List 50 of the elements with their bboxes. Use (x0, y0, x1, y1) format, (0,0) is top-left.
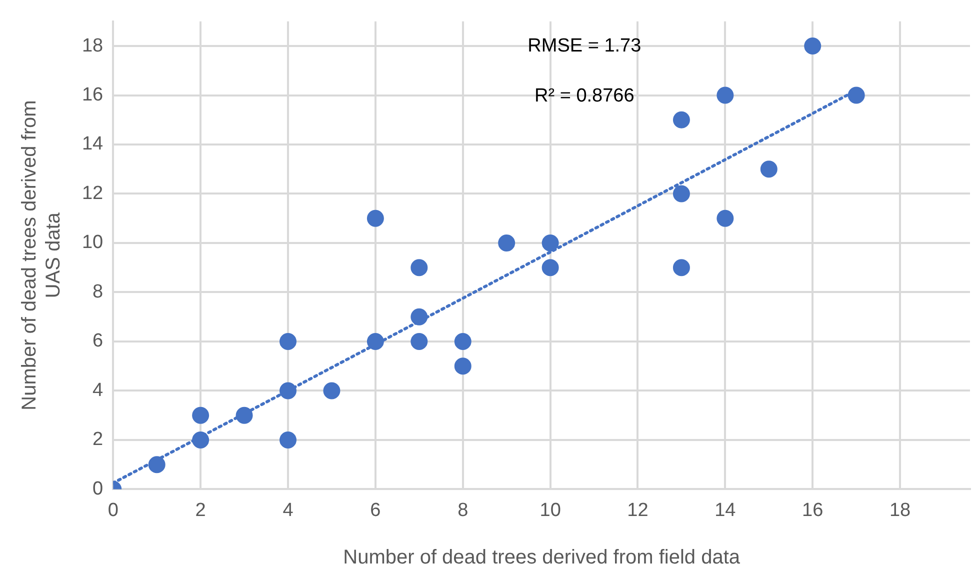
x-tick-label: 16 (802, 500, 824, 521)
y-tick-label: 18 (82, 35, 104, 56)
x-axis-title: Number of dead trees derived from field data (343, 546, 741, 569)
point (804, 38, 822, 55)
point (148, 456, 166, 474)
point (410, 259, 428, 276)
x-tick-label: 10 (540, 500, 561, 521)
annotation: R² = 0.8766 (534, 86, 634, 107)
point (454, 358, 472, 375)
point (542, 259, 559, 276)
x-tick-label: 8 (458, 500, 468, 521)
point (280, 332, 297, 350)
y-axis-title: Number of dead trees derived from UAS data (18, 100, 65, 410)
point (760, 160, 778, 178)
point (542, 234, 559, 252)
point (410, 332, 428, 350)
y-tick-label: 4 (92, 380, 104, 401)
x-tick-label: 0 (108, 500, 118, 521)
x-tick-label: 6 (370, 500, 381, 521)
point (236, 406, 253, 424)
point (672, 259, 690, 276)
point (672, 111, 690, 128)
y-tick-label: 10 (82, 232, 104, 254)
point (280, 431, 297, 448)
point (192, 406, 210, 424)
point (454, 332, 472, 350)
point (323, 382, 340, 400)
y-tick-label: 14 (82, 134, 104, 155)
point (716, 86, 734, 104)
point (672, 185, 690, 202)
point (280, 382, 297, 400)
point (498, 234, 516, 252)
x-tick-label: 12 (627, 500, 648, 521)
point (410, 308, 428, 326)
x-tick-label: 18 (889, 500, 911, 521)
point (192, 431, 210, 448)
annotation: RMSE = 1.73 (528, 36, 642, 57)
y-tick-label: 16 (82, 84, 104, 106)
y-tick-label: 2 (92, 429, 104, 450)
y-tick-label: 0 (92, 478, 104, 500)
point (716, 210, 734, 227)
point (366, 332, 384, 350)
point (848, 86, 865, 104)
x-tick-label: 2 (195, 500, 206, 521)
x-tick-label: 4 (282, 500, 294, 521)
y-tick-label: 12 (82, 182, 104, 204)
point (366, 210, 384, 227)
y-tick-label: 8 (92, 281, 104, 302)
x-tick-label: 14 (714, 500, 736, 521)
y-tick-label: 6 (92, 330, 104, 352)
